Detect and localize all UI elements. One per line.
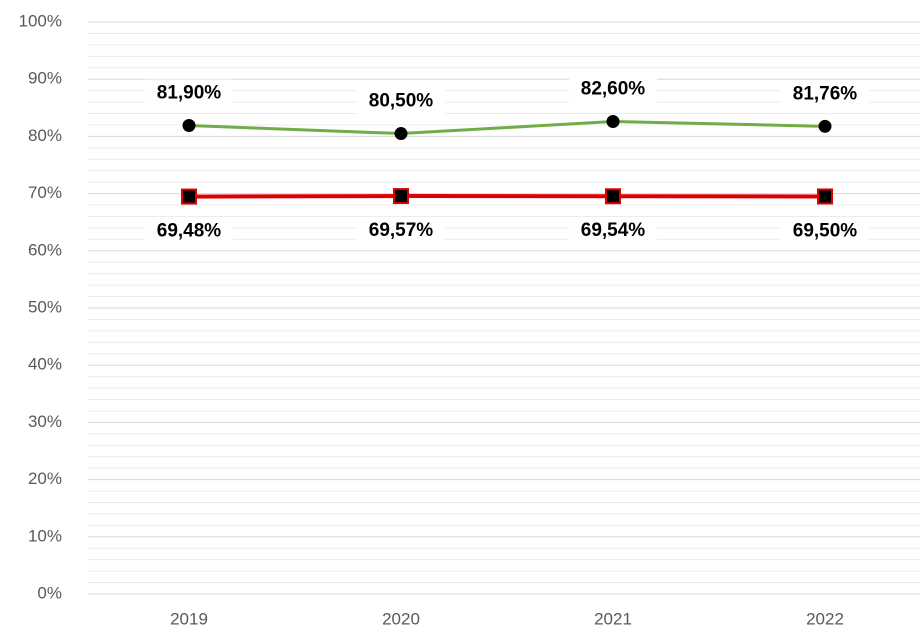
marker (818, 119, 832, 133)
marker (817, 188, 833, 205)
marker (182, 119, 196, 133)
y-tick-label: 40% (28, 355, 62, 374)
marker (606, 115, 620, 129)
y-tick-label: 90% (28, 69, 62, 88)
y-tick-label: 30% (28, 412, 62, 431)
y-tick-label: 20% (28, 469, 62, 488)
data-label: 69,57% (369, 220, 434, 241)
label-bg (781, 80, 869, 109)
label-bg (569, 217, 657, 246)
x-tick-label: 2022 (806, 609, 844, 628)
y-tick-label: 60% (28, 240, 62, 259)
marker (181, 188, 197, 205)
marker (393, 188, 409, 205)
marker (394, 127, 408, 141)
data-label: 82,60% (581, 79, 646, 100)
label-bg (569, 75, 657, 104)
y-tick-label: 0% (37, 583, 62, 602)
x-tick-label: 2020 (382, 609, 420, 628)
x-tick-label: 2019 (170, 609, 208, 628)
data-label: 81,76% (793, 83, 858, 104)
y-tick-label: 50% (28, 297, 62, 316)
data-label: 69,48% (157, 221, 222, 242)
data-label: 80,50% (369, 91, 434, 112)
data-label: 69,50% (793, 220, 858, 241)
series-line (188, 194, 826, 199)
y-tick-label: 100% (19, 11, 62, 30)
y-tick-label: 80% (28, 126, 62, 145)
label-bg (781, 217, 869, 246)
y-tick-label: 10% (28, 526, 62, 545)
data-label: 69,54% (581, 220, 646, 241)
label-bg (357, 217, 445, 246)
data-label: 81,90% (157, 83, 222, 104)
label-bg (357, 87, 445, 116)
series-line (188, 120, 826, 136)
marker (605, 188, 621, 205)
label-bg (145, 217, 233, 246)
x-tick-label: 2021 (594, 609, 632, 628)
label-bg (145, 79, 233, 108)
y-tick-label: 70% (28, 183, 62, 202)
